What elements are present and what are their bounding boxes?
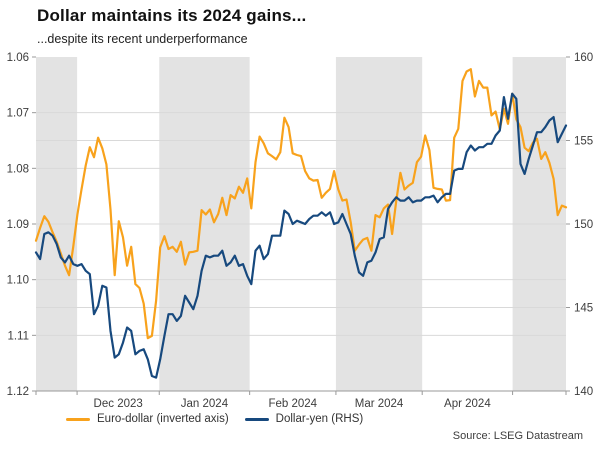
legend-label-dollar-yen: Dollar-yen (RHS) bbox=[275, 413, 364, 425]
legend-item-dollar-yen: Dollar-yen (RHS) bbox=[244, 413, 364, 425]
x-axis-month-label: Dec 2023 bbox=[94, 398, 143, 410]
dollar-yen-line-swatch-icon bbox=[244, 417, 269, 421]
right-axis-tick-label: 155 bbox=[574, 136, 593, 148]
x-axis-month-label: Mar 2024 bbox=[355, 398, 404, 410]
left-axis-tick-label: 1.12 bbox=[7, 386, 29, 398]
left-axis-tick-label: 1.08 bbox=[7, 163, 29, 175]
dollar-yen-line bbox=[34, 92, 568, 379]
euro-dollar-line bbox=[34, 68, 568, 340]
right-axis-tick-label: 145 bbox=[574, 303, 593, 315]
legend-label-euro-dollar: Euro-dollar (inverted axis) bbox=[97, 413, 229, 425]
chart-legend: Euro-dollar (inverted axis) Dollar-yen (… bbox=[66, 413, 363, 425]
right-axis-tick-label: 140 bbox=[574, 386, 593, 398]
euro-dollar-line-swatch-icon bbox=[66, 417, 90, 421]
left-axis-tick-label: 1.11 bbox=[7, 330, 29, 342]
legend-item-euro-dollar: Euro-dollar (inverted axis) bbox=[66, 413, 229, 425]
left-axis-tick-label: 1.09 bbox=[7, 219, 29, 231]
source-attribution: Source: LSEG Datastream bbox=[452, 430, 583, 442]
right-axis-tick-label: 160 bbox=[574, 52, 593, 64]
left-axis-tick-label: 1.10 bbox=[7, 275, 29, 287]
right-axis-tick-label: 150 bbox=[574, 219, 593, 231]
chart-title: Dollar maintains its 2024 gains... bbox=[37, 6, 307, 25]
left-axis-tick-label: 1.06 bbox=[7, 52, 29, 64]
x-axis-month-label: Feb 2024 bbox=[268, 398, 317, 410]
x-axis-month-label: Apr 2024 bbox=[444, 398, 491, 410]
left-axis-tick-label: 1.07 bbox=[7, 108, 29, 120]
chart-subtitle: ...despite its recent underperformance bbox=[37, 32, 248, 46]
x-axis-month-label: Jan 2024 bbox=[181, 398, 229, 410]
